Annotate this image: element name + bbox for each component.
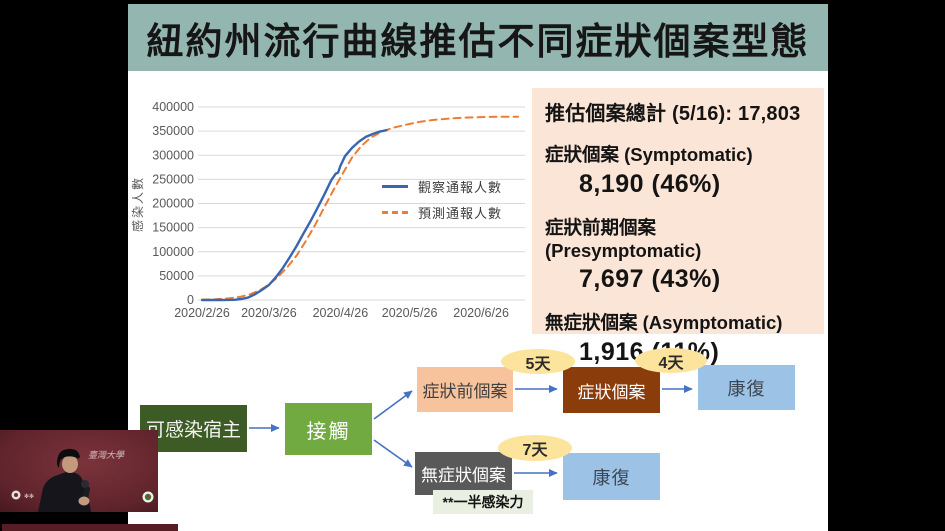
stat-label: 症狀個案 (Symptomatic) (545, 144, 753, 165)
svg-text:350000: 350000 (152, 124, 194, 138)
chart-legend: 觀察通報人數 預測通報人數 (382, 176, 502, 222)
legend-item-observed: 觀察通報人數 (382, 176, 502, 196)
svg-text:0: 0 (187, 293, 194, 307)
backdrop-right-logo-icon (142, 491, 154, 503)
stat-symptomatic: 症狀個案 (Symptomatic) 8,190 (46%) (545, 141, 811, 199)
svg-text:2020/5/26: 2020/5/26 (382, 306, 438, 320)
stat-value: 7,697 (43%) (579, 265, 721, 293)
stat-label: 症狀前期個案 (Presymptomatic) (545, 217, 702, 261)
flow-node-contact: 接觸 (285, 403, 372, 455)
svg-text:2020/3/26: 2020/3/26 (241, 306, 297, 320)
flow-arrows (249, 385, 693, 477)
svg-text:100000: 100000 (152, 245, 194, 259)
backdrop-left-logo-icon: ✻✻ (11, 490, 34, 500)
chart-plot-area: 0 50000 100000 150000 200000 250000 300000 3500… (130, 100, 525, 320)
svg-text:2020/4/26: 2020/4/26 (313, 306, 369, 320)
half-infectivity-note: **一半感染力 (433, 490, 533, 514)
observed-line-swatch-icon (382, 184, 408, 188)
svg-text:感染人數: 感染人數 (130, 176, 145, 232)
svg-text:300000: 300000 (152, 148, 194, 162)
legend-item-predicted: 預測通報人數 (382, 202, 502, 222)
svg-text:400000: 400000 (152, 100, 194, 114)
svg-text:50000: 50000 (159, 269, 194, 283)
stat-presymptomatic: 症狀前期個案 (Presymptomatic) 7,697 (43%) (545, 214, 811, 294)
slide-title: 紐約州流行曲線推估不同症狀個案型態 (146, 20, 810, 62)
flow-node-recovered-top: 康復 (698, 365, 795, 410)
predicted-line-swatch-icon (382, 210, 408, 214)
presenter-silhouette (38, 448, 91, 512)
legend-label-observed: 觀察通報人數 (418, 179, 503, 195)
presentation-slide: 紐約州流行曲線推估不同症狀個案型態 0 50000 100000 150000 2000… (128, 4, 828, 531)
presenter-video: 臺灣大學 ✻✻ (0, 430, 158, 512)
legend-label-predicted: 預測通報人數 (418, 205, 503, 221)
slide-title-bar: 紐約州流行曲線推估不同症狀個案型態 (128, 4, 828, 71)
flow-node-susceptible-host: 可感染宿主 (140, 405, 247, 452)
flow-node-presymptomatic: 症狀前個案 (417, 367, 513, 412)
svg-text:2020/2/26: 2020/2/26 (174, 306, 230, 320)
svg-text:200000: 200000 (152, 197, 194, 211)
stat-label: 無症狀個案 (Asymptomatic) (545, 312, 783, 333)
flow-node-recovered-bottom: 康復 (563, 453, 660, 500)
stats-total: 推估個案總計 (5/16): 17,803 (545, 103, 801, 125)
flow-node-symptomatic: 症狀個案 (563, 367, 660, 413)
stat-value: 8,190 (46%) (579, 170, 721, 198)
stats-panel: 推估個案總計 (5/16): 17,803 症狀個案 (Symptomatic)… (532, 88, 824, 366)
flow-node-asymptomatic: 無症狀個案 (415, 452, 512, 495)
svg-text:150000: 150000 (152, 221, 194, 235)
epidemic-curve-chart: 0 50000 100000 150000 200000 250000 300000 3500… (128, 80, 648, 342)
video-bottom-strip (2, 524, 178, 531)
svg-text:250000: 250000 (152, 172, 194, 186)
backdrop-calligraphy-text: 臺灣大學 (88, 450, 125, 460)
svg-text:✻✻: ✻✻ (24, 493, 34, 500)
duration-badge-7-days: 7天 (498, 435, 572, 461)
duration-badge-4-days: 4天 (635, 348, 707, 373)
duration-badge-5-days: 5天 (501, 349, 575, 374)
svg-text:2020/6/26: 2020/6/26 (453, 306, 509, 320)
